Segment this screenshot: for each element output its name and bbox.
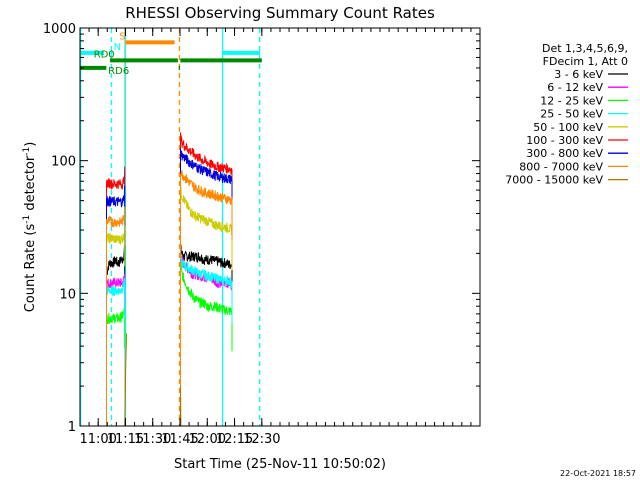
x-tick-label: 11:45	[161, 432, 198, 447]
y-tick-label: 100	[51, 155, 76, 170]
legend-entry-label: 800 - 7000 keV	[519, 160, 603, 173]
series-line	[106, 185, 126, 426]
series-line	[106, 245, 126, 426]
series-line	[180, 262, 233, 426]
plot-frame	[79, 27, 481, 427]
legend-header: Det 1,3,4,5,6,9,	[542, 42, 628, 55]
series-line	[106, 273, 126, 426]
x-tick-label: 12:15	[216, 432, 253, 447]
x-tick-label: 12:30	[243, 432, 280, 447]
chart-title: RHESSI Observing Summary Count Rates	[125, 4, 435, 22]
legend-entry-label: 300 - 800 keV	[526, 147, 603, 160]
y-tick-label: 1000	[43, 22, 76, 37]
flag-label: RD6	[108, 66, 129, 77]
legend-entry-label: 6 - 12 keV	[547, 81, 603, 94]
legend: Det 1,3,4,5,6,9,FDecim 1, Att 03 - 6 keV…	[505, 42, 628, 187]
legend-entry-label: 7000 - 15000 keV	[505, 174, 603, 187]
legend-entry-label: 100 - 300 keV	[526, 134, 603, 147]
series-line	[180, 255, 233, 426]
y-axis-label: Count Rate (s-1 detector-1)	[22, 142, 38, 313]
series-line	[180, 244, 233, 426]
legend-entry-label: 25 - 50 keV	[540, 108, 603, 121]
series-line	[180, 169, 233, 426]
series-line	[106, 206, 126, 426]
vertical-markers	[79, 28, 261, 426]
series-line	[124, 333, 127, 427]
flag-label: RD0	[94, 49, 115, 60]
flag-label: N	[114, 42, 121, 53]
legend-entry-label: 50 - 100 keV	[533, 121, 603, 134]
series-line	[179, 386, 182, 427]
series-line	[180, 148, 233, 426]
x-tick-label: 11:00	[79, 432, 116, 447]
series-line	[180, 132, 233, 426]
x-tick-label: 11:30	[134, 432, 171, 447]
x-tick-label: 11:15	[107, 432, 144, 447]
series-line	[106, 307, 126, 426]
series-line	[180, 186, 233, 426]
footer-date: 22-Oct-2021 18:57	[560, 469, 636, 478]
series-line	[106, 277, 126, 426]
flag-label: S	[119, 31, 125, 42]
series-line	[106, 166, 126, 426]
series-line	[106, 226, 126, 426]
legend-entry-label: 3 - 6 keV	[554, 68, 603, 81]
legend-entry-label: 12 - 25 keV	[540, 94, 603, 107]
status-flags: NS RD0 RD6	[80, 31, 262, 77]
x-tick-label: 12:00	[189, 432, 226, 447]
y-tick-label: 10	[59, 287, 76, 302]
y-tick-label: 1	[68, 420, 76, 435]
legend-header: FDecim 1, Att 0	[543, 55, 628, 68]
x-axis-label: Start Time (25-Nov-11 10:50:02)	[174, 457, 386, 472]
series-lines	[106, 132, 233, 427]
